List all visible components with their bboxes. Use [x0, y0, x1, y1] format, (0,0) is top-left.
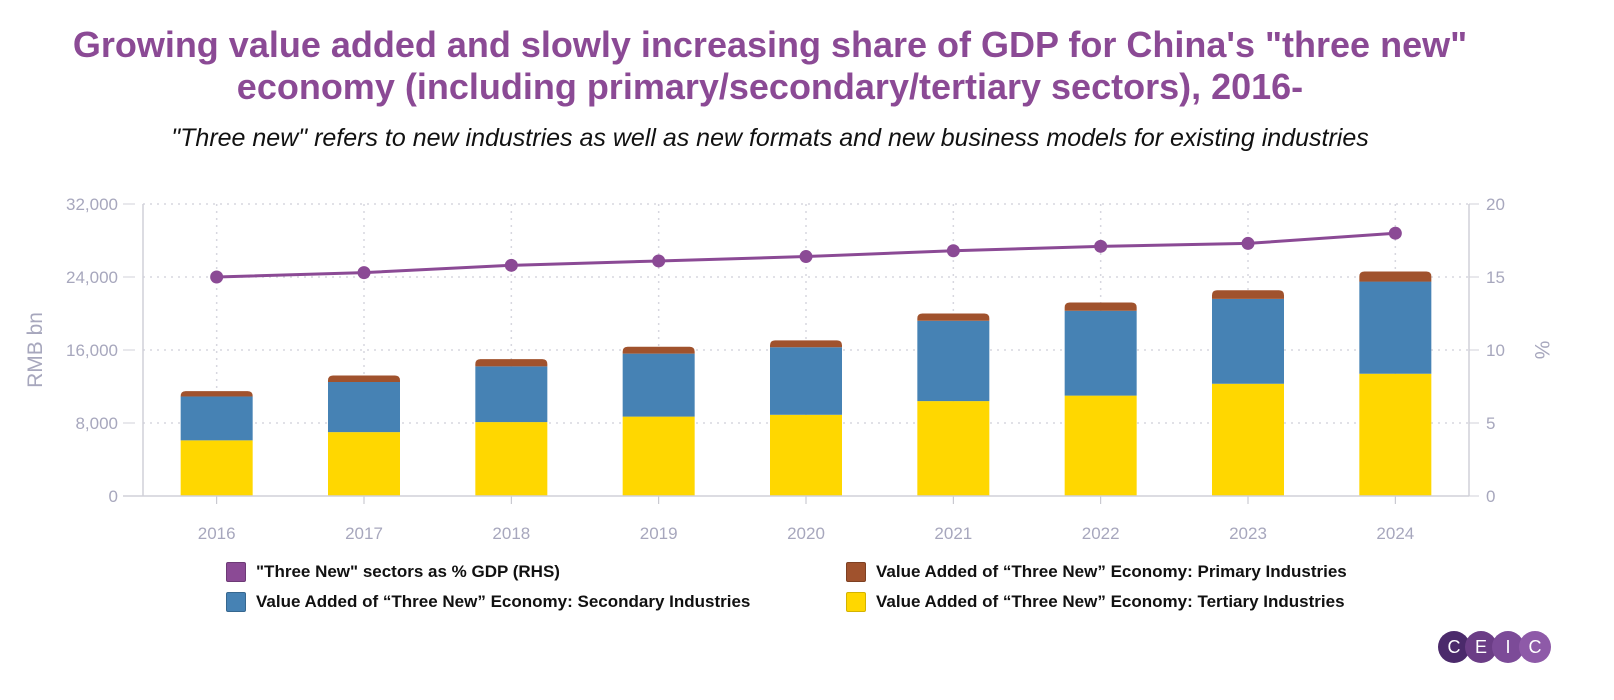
chart-title: Growing value added and slowly increasin… — [72, 24, 1468, 107]
x-tick-label: 2024 — [1376, 524, 1414, 543]
legend-label-secondary: Value Added of “Three New” Economy: Seco… — [256, 592, 751, 611]
x-tick-label: 2020 — [787, 524, 825, 543]
legend-swatch-secondary — [226, 592, 246, 612]
bar-segment-secondary — [1064, 310, 1137, 396]
y-tick-label: 0 — [109, 487, 118, 506]
x-tick-label: 2016 — [198, 524, 236, 543]
y2-tick-label: 0 — [1486, 487, 1495, 506]
bar-segment-tertiary — [622, 416, 695, 496]
gdp-share-line — [210, 226, 1402, 284]
bar-segment-primary — [328, 375, 400, 382]
bar-segment-primary — [917, 313, 990, 321]
gdp-share-point — [504, 258, 518, 272]
bar-segment-secondary — [1212, 298, 1284, 384]
bar-segment-secondary — [328, 381, 400, 433]
logo-letter-i: I — [1492, 631, 1524, 663]
bar-segment-primary — [475, 359, 548, 367]
bar-segment-primary — [1212, 290, 1284, 299]
gdp-share-point — [799, 250, 813, 264]
y2-tick-label: 5 — [1486, 414, 1495, 433]
legend-swatch-gdp-share — [226, 562, 246, 582]
bar-segment-tertiary — [1359, 373, 1432, 496]
legend-item-gdp-share[interactable]: "Three New" sectors as % GDP (RHS) — [226, 562, 560, 582]
bar-segment-tertiary — [770, 414, 842, 496]
bar-segment-tertiary — [475, 422, 548, 496]
bar-segment-tertiary — [1212, 383, 1284, 496]
y-tick-label: 8,000 — [75, 414, 118, 433]
ceic-logo: C E I C — [1438, 631, 1551, 663]
bar-segment-secondary — [917, 320, 990, 402]
gdp-share-point — [652, 254, 666, 268]
y2-tick-label: 20 — [1486, 195, 1505, 214]
x-tick-label: 2019 — [640, 524, 678, 543]
bar-segment-primary — [622, 346, 695, 354]
bar-segment-secondary — [180, 396, 253, 441]
y2-tick-label: 10 — [1486, 341, 1505, 360]
logo-letter-c2: C — [1519, 631, 1551, 663]
y-tick-label: 32,000 — [66, 195, 118, 214]
bar-segment-primary — [1359, 271, 1432, 282]
x-tick-label: 2023 — [1229, 524, 1267, 543]
x-tick-label: 2022 — [1082, 524, 1120, 543]
bar-segment-tertiary — [180, 440, 253, 496]
chart-subtitle: "Three new" refers to new industries as … — [171, 124, 1369, 152]
legend-item-tertiary[interactable]: Value Added of “Three New” Economy: Tert… — [846, 592, 1345, 612]
bars — [180, 271, 1432, 496]
gdp-share-point — [210, 270, 224, 284]
bar-segment-secondary — [1359, 281, 1432, 374]
gdp-share-point — [357, 266, 371, 280]
gdp-share-point — [1388, 226, 1402, 240]
gdp-share-point — [1241, 236, 1255, 250]
x-tick-label: 2021 — [934, 524, 972, 543]
logo-letter-c1: C — [1438, 631, 1470, 663]
y-tick-label: 16,000 — [66, 341, 118, 360]
logo-letter-e: E — [1465, 631, 1497, 663]
bar-segment-primary — [1064, 302, 1137, 311]
legend-label-tertiary: Value Added of “Three New” Economy: Tert… — [876, 592, 1345, 611]
x-tick-label: 2018 — [492, 524, 530, 543]
y2-axis-title: % — [1530, 341, 1553, 360]
legend-item-primary[interactable]: Value Added of “Three New” Economy: Prim… — [846, 562, 1347, 582]
axes: 0 8,000 16,000 24,000 32,000 0 5 10 15 20 2016 2017… — [66, 195, 1505, 543]
bar-segment-tertiary — [917, 401, 990, 496]
gdp-share-point — [1094, 239, 1108, 253]
bar-segment-tertiary — [328, 432, 400, 496]
gdp-share-point — [946, 244, 960, 258]
bar-segment-tertiary — [1064, 395, 1137, 496]
legend-item-secondary[interactable]: Value Added of “Three New” Economy: Seco… — [226, 592, 750, 612]
x-tick-label: 2017 — [345, 524, 383, 543]
y2-tick-label: 15 — [1486, 268, 1505, 287]
legend-label-gdp-share: "Three New" sectors as % GDP (RHS) — [256, 562, 560, 581]
bar-segment-secondary — [475, 366, 548, 423]
bar-segment-secondary — [622, 353, 695, 417]
legend-label-primary: Value Added of “Three New” Economy: Prim… — [876, 562, 1347, 581]
legend-swatch-primary — [846, 562, 866, 582]
chart-svg: 0 8,000 16,000 24,000 32,000 0 5 10 15 20 2016 2017… — [24, 195, 1553, 543]
y-axis-title: RMB bn — [24, 312, 47, 388]
legend-swatch-tertiary — [846, 592, 866, 612]
bar-segment-primary — [180, 391, 253, 397]
bar-segment-primary — [770, 340, 842, 348]
bar-segment-secondary — [770, 347, 842, 415]
y-tick-label: 24,000 — [66, 268, 118, 287]
